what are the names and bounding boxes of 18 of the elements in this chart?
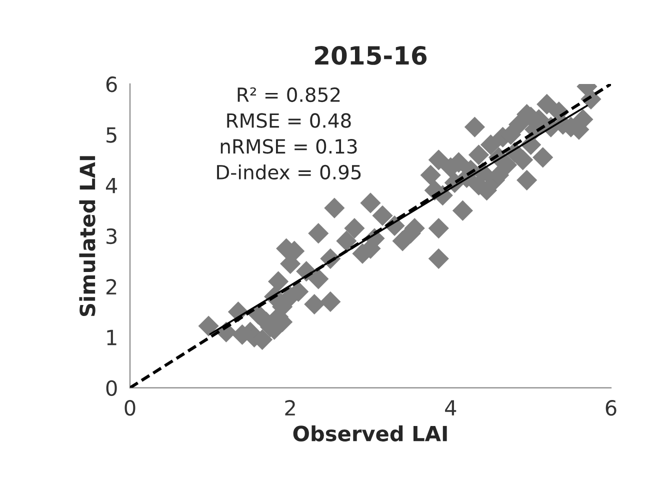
- y-tick-label: 3: [106, 228, 117, 244]
- annotation: nRMSE = 0.13: [220, 139, 357, 154]
- x-axis-title: Observed LAI: [293, 425, 447, 442]
- chart-title: 2015-16: [315, 46, 427, 65]
- y-tick-label: 5: [106, 127, 116, 143]
- y-tick-label: 1: [107, 330, 116, 346]
- y-tick-label: 4: [106, 178, 118, 194]
- x-tick-label: 2: [285, 400, 295, 416]
- x-tick-label: 4: [445, 400, 456, 416]
- x-tick-label: 6: [606, 400, 616, 416]
- y-axis-title: Simulated LAI: [79, 156, 96, 316]
- y-tick-label: 0: [106, 380, 117, 396]
- x-tick-label: 0: [124, 400, 136, 416]
- annotation: D-index = 0.95: [217, 164, 361, 180]
- annotation: RMSE = 0.48: [227, 113, 351, 128]
- y-tick-label: 2: [106, 278, 116, 294]
- annotation: R² = 0.852: [238, 87, 340, 102]
- y-tick-label: 6: [106, 76, 117, 92]
